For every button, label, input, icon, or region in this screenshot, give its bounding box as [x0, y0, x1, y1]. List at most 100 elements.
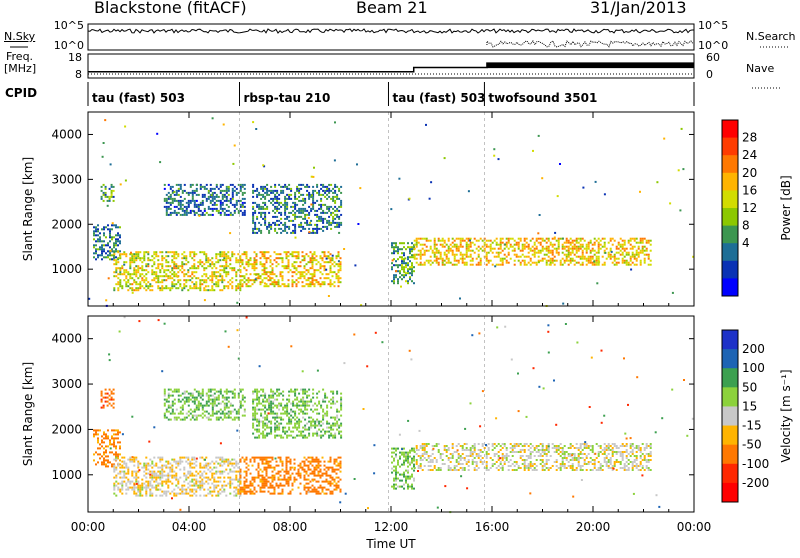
velocity-scatter-cell	[119, 441, 121, 443]
power-scatter-cell	[186, 208, 188, 210]
power-scatter-cell	[187, 271, 189, 273]
power-scatter-cell	[418, 242, 420, 244]
power-scatter-cell	[476, 264, 478, 266]
power-scatter-cell	[548, 240, 550, 242]
power-scatter-cell	[450, 250, 452, 252]
power-scatter-cell	[113, 251, 115, 253]
velocity-scatter-cell	[244, 493, 246, 495]
velocity-scatter-cell	[208, 413, 210, 415]
velocity-scatter-cell	[284, 475, 286, 477]
power-scatter-cell	[282, 204, 284, 206]
velocity-scatter-cell	[202, 389, 204, 391]
velocity-scatter-cell	[334, 423, 336, 425]
power-scatter-cell	[500, 246, 502, 248]
power-scatter-cell	[218, 210, 220, 212]
power-scatter-cell	[141, 267, 143, 269]
velocity-scatter-cell	[165, 475, 167, 477]
power-scatter-cell	[298, 200, 300, 202]
velocity-scatter-cell	[218, 399, 220, 401]
power-sparse-dot	[357, 223, 359, 225]
velocity-scatter-cell	[155, 481, 157, 483]
power-scatter-cell	[210, 184, 212, 186]
power-scatter-cell	[498, 264, 500, 266]
power-scatter-cell	[190, 202, 192, 204]
power-sparse-dot	[537, 232, 539, 234]
power-scatter-cell	[274, 196, 276, 198]
velocity-scatter-cell	[340, 489, 342, 491]
velocity-scatter-cell	[288, 473, 290, 475]
velocity-scatter-cell	[300, 421, 302, 423]
power-scatter-cell	[296, 257, 298, 259]
velocity-scatter-cell	[286, 473, 288, 475]
power-scatter-cell	[191, 287, 193, 289]
velocity-scatter-cell	[207, 483, 209, 485]
velocity-scatter-cell	[322, 429, 324, 431]
power-scatter-cell	[432, 252, 434, 254]
power-scatter-cell	[300, 194, 302, 196]
velocity-scatter-cell	[274, 437, 276, 439]
power-scatter-cell	[330, 257, 332, 259]
power-scatter-cell	[292, 265, 294, 267]
power-scatter-cell	[246, 253, 248, 255]
power-scatter-cell	[444, 254, 446, 256]
power-scatter-cell	[171, 259, 173, 261]
power-scatter-cell	[190, 210, 192, 212]
power-scatter-cell	[411, 274, 413, 276]
power-scatter-cell	[399, 264, 401, 266]
velocity-scatter-cell	[135, 477, 137, 479]
power-scatter-cell	[226, 198, 228, 200]
velocity-scatter-cell	[278, 395, 280, 397]
power-scatter-cell	[260, 230, 262, 232]
velocity-scatter-cell	[294, 405, 296, 407]
velocity-scatter-cell	[157, 475, 159, 477]
velocity-scatter-cell	[151, 461, 153, 463]
power-scatter-cell	[226, 210, 228, 212]
power-scatter-cell	[174, 198, 176, 200]
power-scatter-cell	[582, 252, 584, 254]
power-scatter-cell	[256, 216, 258, 218]
power-scatter-cell	[288, 216, 290, 218]
velocity-scatter-cell	[278, 487, 280, 489]
power-scatter-cell	[280, 190, 282, 192]
power-scatter-cell	[316, 184, 318, 186]
power-scatter-cell	[180, 200, 182, 202]
velocity-scatter-cell	[322, 389, 324, 391]
velocity-scatter-cell	[224, 415, 226, 417]
velocity-scatter-cell	[111, 451, 113, 453]
power-scatter-cell	[422, 264, 424, 266]
power-scatter-cell	[536, 238, 538, 240]
velocity-scatter-cell	[312, 393, 314, 395]
velocity-scatter-cell	[288, 457, 290, 459]
velocity-scatter-cell	[167, 473, 169, 475]
velocity-scatter-cell	[125, 483, 127, 485]
power-scatter-cell	[464, 258, 466, 260]
power-scatter-cell	[470, 244, 472, 246]
power-scatter-cell	[411, 266, 413, 268]
power-scatter-cell	[532, 250, 534, 252]
power-scatter-cell	[314, 259, 316, 261]
velocity-scatter-cell	[183, 473, 185, 475]
power-scatter-cell	[170, 204, 172, 206]
power-scatter-cell	[223, 253, 225, 255]
power-scatter-cell	[143, 287, 145, 289]
power-scatter-cell	[246, 273, 248, 275]
velocity-scatter-cell	[246, 467, 248, 469]
velocity-scatter-cell	[288, 399, 290, 401]
power-scatter-cell	[101, 244, 103, 246]
power-scatter-cell	[602, 256, 604, 258]
power-scatter-cell	[214, 204, 216, 206]
velocity-scatter-cell	[171, 483, 173, 485]
power-scatter-cell	[568, 248, 570, 250]
power-scatter-cell	[411, 248, 413, 250]
power-scatter-cell	[338, 279, 340, 281]
velocity-scatter-cell	[286, 459, 288, 461]
velocity-scatter-cell	[256, 425, 258, 427]
power-scatter-cell	[528, 248, 530, 250]
velocity-scatter-cell	[115, 447, 117, 449]
power-scatter-cell	[522, 246, 524, 248]
velocity-scatter-cell	[254, 389, 256, 391]
power-scatter-cell	[298, 265, 300, 267]
power-scatter-cell	[153, 271, 155, 273]
power-scatter-cell	[310, 210, 312, 212]
power-scatter-cell	[430, 240, 432, 242]
